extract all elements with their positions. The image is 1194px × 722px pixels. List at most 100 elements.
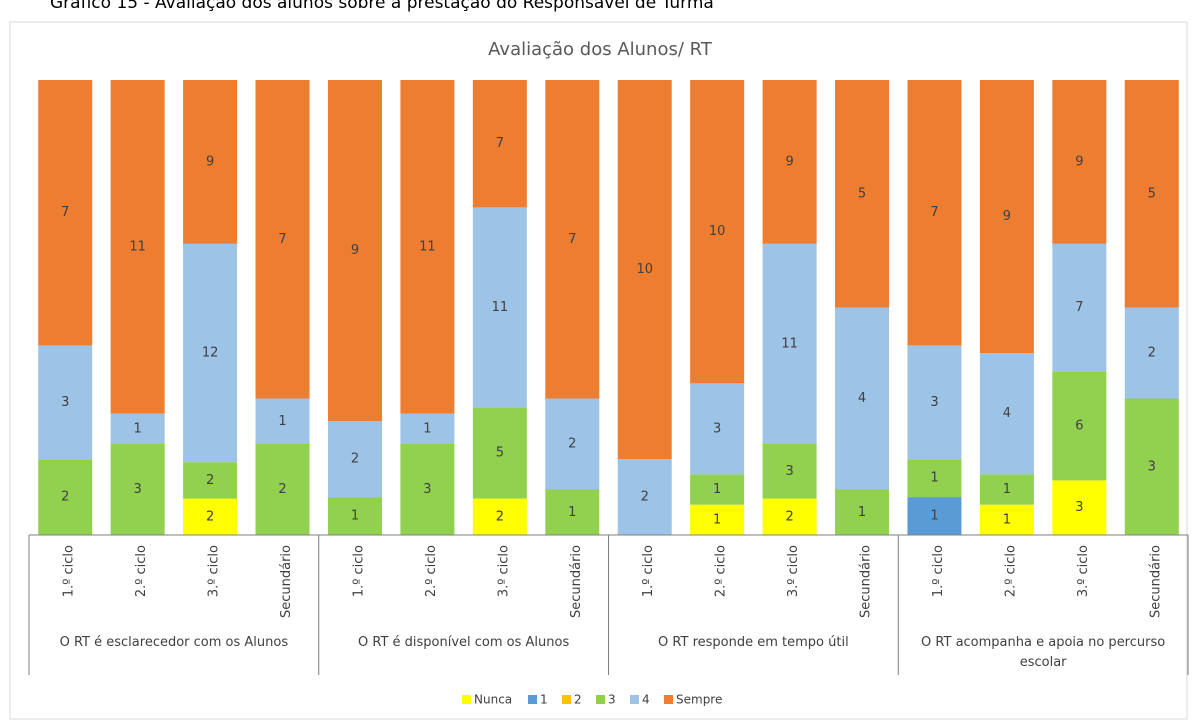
data-label: 1 [278, 414, 286, 429]
data-label: 1 [713, 482, 721, 497]
bar-segment [1124, 398, 1179, 535]
data-label: 3 [1148, 459, 1156, 474]
x-tick-label: 3.º ciclo [496, 545, 511, 597]
bar-segment [400, 80, 455, 414]
bar-segment [1052, 480, 1107, 535]
legend-label: 4 [642, 693, 650, 707]
bar-segment [1052, 371, 1107, 481]
data-label: 11 [492, 300, 509, 315]
bar-segment [327, 497, 382, 535]
legend-swatch [664, 695, 673, 704]
data-label: 1 [351, 509, 359, 524]
data-label: 3 [1075, 500, 1083, 515]
legend-swatch [596, 695, 605, 704]
legend-label: 1 [540, 693, 548, 707]
x-tick-label: 2.º ciclo [714, 545, 729, 597]
group-label: O RT é disponível com os Alunos [358, 635, 570, 650]
bar-segment [762, 80, 817, 244]
data-label: 10 [636, 262, 653, 277]
data-label: 1 [423, 421, 431, 436]
bar-segment [255, 444, 310, 535]
legend-swatch [630, 695, 639, 704]
bar-segment [472, 407, 527, 499]
bar-segment [762, 444, 817, 499]
x-tick-label: 3.º ciclo [207, 545, 222, 597]
data-label: 1 [134, 421, 142, 436]
legend-label: 3 [608, 693, 616, 707]
bar-segment [762, 498, 817, 535]
group-label: O RT responde em tempo útil [658, 635, 849, 650]
data-label: 9 [785, 154, 793, 169]
data-label: 2 [61, 490, 69, 505]
data-label: 1 [568, 505, 576, 520]
bar-segment [38, 345, 93, 460]
data-label: 1 [1003, 512, 1011, 527]
x-tick-label: 1.º ciclo [931, 545, 946, 597]
bar-segment [835, 80, 890, 308]
data-label: 7 [496, 136, 504, 151]
x-tick-label: 2.º ciclo [424, 545, 439, 597]
data-label: 12 [202, 346, 219, 361]
legend-swatch [528, 695, 537, 704]
data-label: 3 [134, 482, 142, 497]
bar-segment [979, 353, 1034, 475]
group-label: O RT é esclarecedor com os Alunos [59, 635, 289, 650]
bar-segment [979, 504, 1034, 535]
bar-segment [690, 474, 745, 505]
bar-segment [327, 80, 382, 422]
data-label: 2 [206, 473, 214, 488]
data-label: 11 [781, 336, 798, 351]
data-label: 3 [423, 482, 431, 497]
bar-segment [400, 444, 455, 535]
data-label: 3 [713, 421, 721, 436]
data-label: 10 [709, 224, 726, 239]
bar-segment [1052, 80, 1107, 244]
bar-segment [907, 459, 962, 498]
data-label: 2 [496, 509, 504, 524]
data-label: 9 [1075, 154, 1083, 169]
x-tick-label: Secundário [859, 545, 874, 618]
bar-segment [183, 80, 238, 244]
data-label: 7 [568, 232, 576, 247]
data-label: 5 [1148, 186, 1156, 201]
data-label: 3 [61, 395, 69, 410]
bar-segment [472, 80, 527, 208]
bar-segment [907, 80, 962, 346]
data-label: 5 [858, 186, 866, 201]
data-label: 2 [278, 482, 286, 497]
bar-segment [1124, 307, 1179, 399]
bar-segment [545, 80, 600, 399]
legend-swatch [562, 695, 571, 704]
x-tick-label: Secundário [569, 545, 584, 618]
x-tick-label: 3.º ciclo [1076, 545, 1091, 597]
bar-segment [907, 497, 962, 535]
data-label: 4 [1003, 406, 1011, 421]
bar-segment [110, 413, 165, 444]
data-label: 1 [858, 505, 866, 520]
bar-segment [545, 489, 600, 535]
bar-segment [545, 398, 600, 490]
x-tick-label: 1.º ciclo [62, 545, 77, 597]
bar-segment [835, 489, 890, 535]
bar-segment [690, 504, 745, 535]
bar-segment [979, 474, 1034, 505]
x-tick-label: Secundário [279, 545, 294, 618]
bar-segment [38, 459, 93, 535]
x-tick-label: 1.º ciclo [641, 545, 656, 597]
bar-segment [835, 307, 890, 490]
data-label: 1 [1003, 482, 1011, 497]
x-tick-label: Secundário [1148, 545, 1163, 618]
data-label: 2 [641, 490, 649, 505]
data-label: 7 [278, 232, 286, 247]
data-label: 2 [351, 452, 359, 467]
bar-segment [690, 80, 745, 384]
caption: Gráfico 15 - Avaliação dos alunos sobre … [50, 0, 714, 13]
bar-segment [255, 398, 310, 444]
bar-segment [472, 498, 527, 535]
data-label: 7 [930, 205, 938, 220]
data-label: 2 [568, 437, 576, 452]
x-tick-label: 2.º ciclo [1003, 545, 1018, 597]
bar-segment [472, 207, 527, 408]
